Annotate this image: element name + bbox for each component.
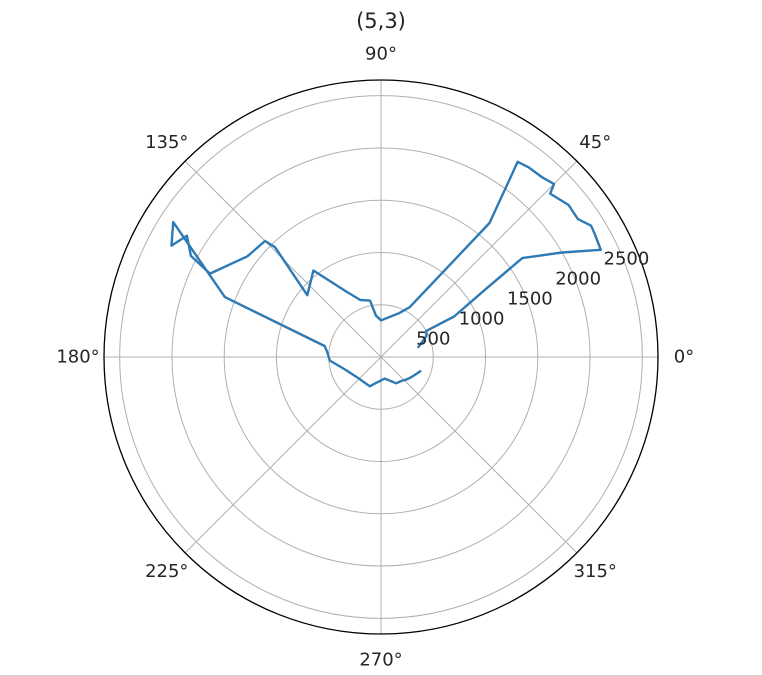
theta-tick-label: 90° bbox=[365, 44, 397, 65]
r-tick-label: 500 bbox=[416, 328, 450, 349]
chart-title: (5,3) bbox=[356, 9, 406, 33]
r-tick-label: 1000 bbox=[459, 308, 505, 329]
theta-tick-label: 315° bbox=[574, 561, 617, 582]
theta-tick-label: 270° bbox=[359, 650, 402, 671]
series-line bbox=[170, 160, 602, 388]
theta-grid-line bbox=[380, 160, 578, 358]
theta-tick-label: 225° bbox=[145, 561, 188, 582]
theta-grid-line bbox=[184, 356, 382, 554]
theta-tick-label: 135° bbox=[145, 132, 188, 153]
r-tick-label: 2500 bbox=[604, 248, 650, 269]
tick-labels: 0°45°90°135°180°225°270°315°500100015002… bbox=[56, 44, 694, 671]
theta-tick-label: 45° bbox=[579, 132, 611, 153]
polar-grid bbox=[103, 79, 659, 635]
r-tick-label: 2000 bbox=[555, 268, 601, 289]
polar-spine bbox=[103, 79, 659, 635]
theta-tick-label: 180° bbox=[56, 347, 99, 368]
r-tick-label: 1500 bbox=[507, 288, 553, 309]
data-layer bbox=[170, 160, 602, 388]
theta-tick-label: 0° bbox=[674, 347, 694, 368]
theta-grid-line bbox=[380, 356, 578, 554]
